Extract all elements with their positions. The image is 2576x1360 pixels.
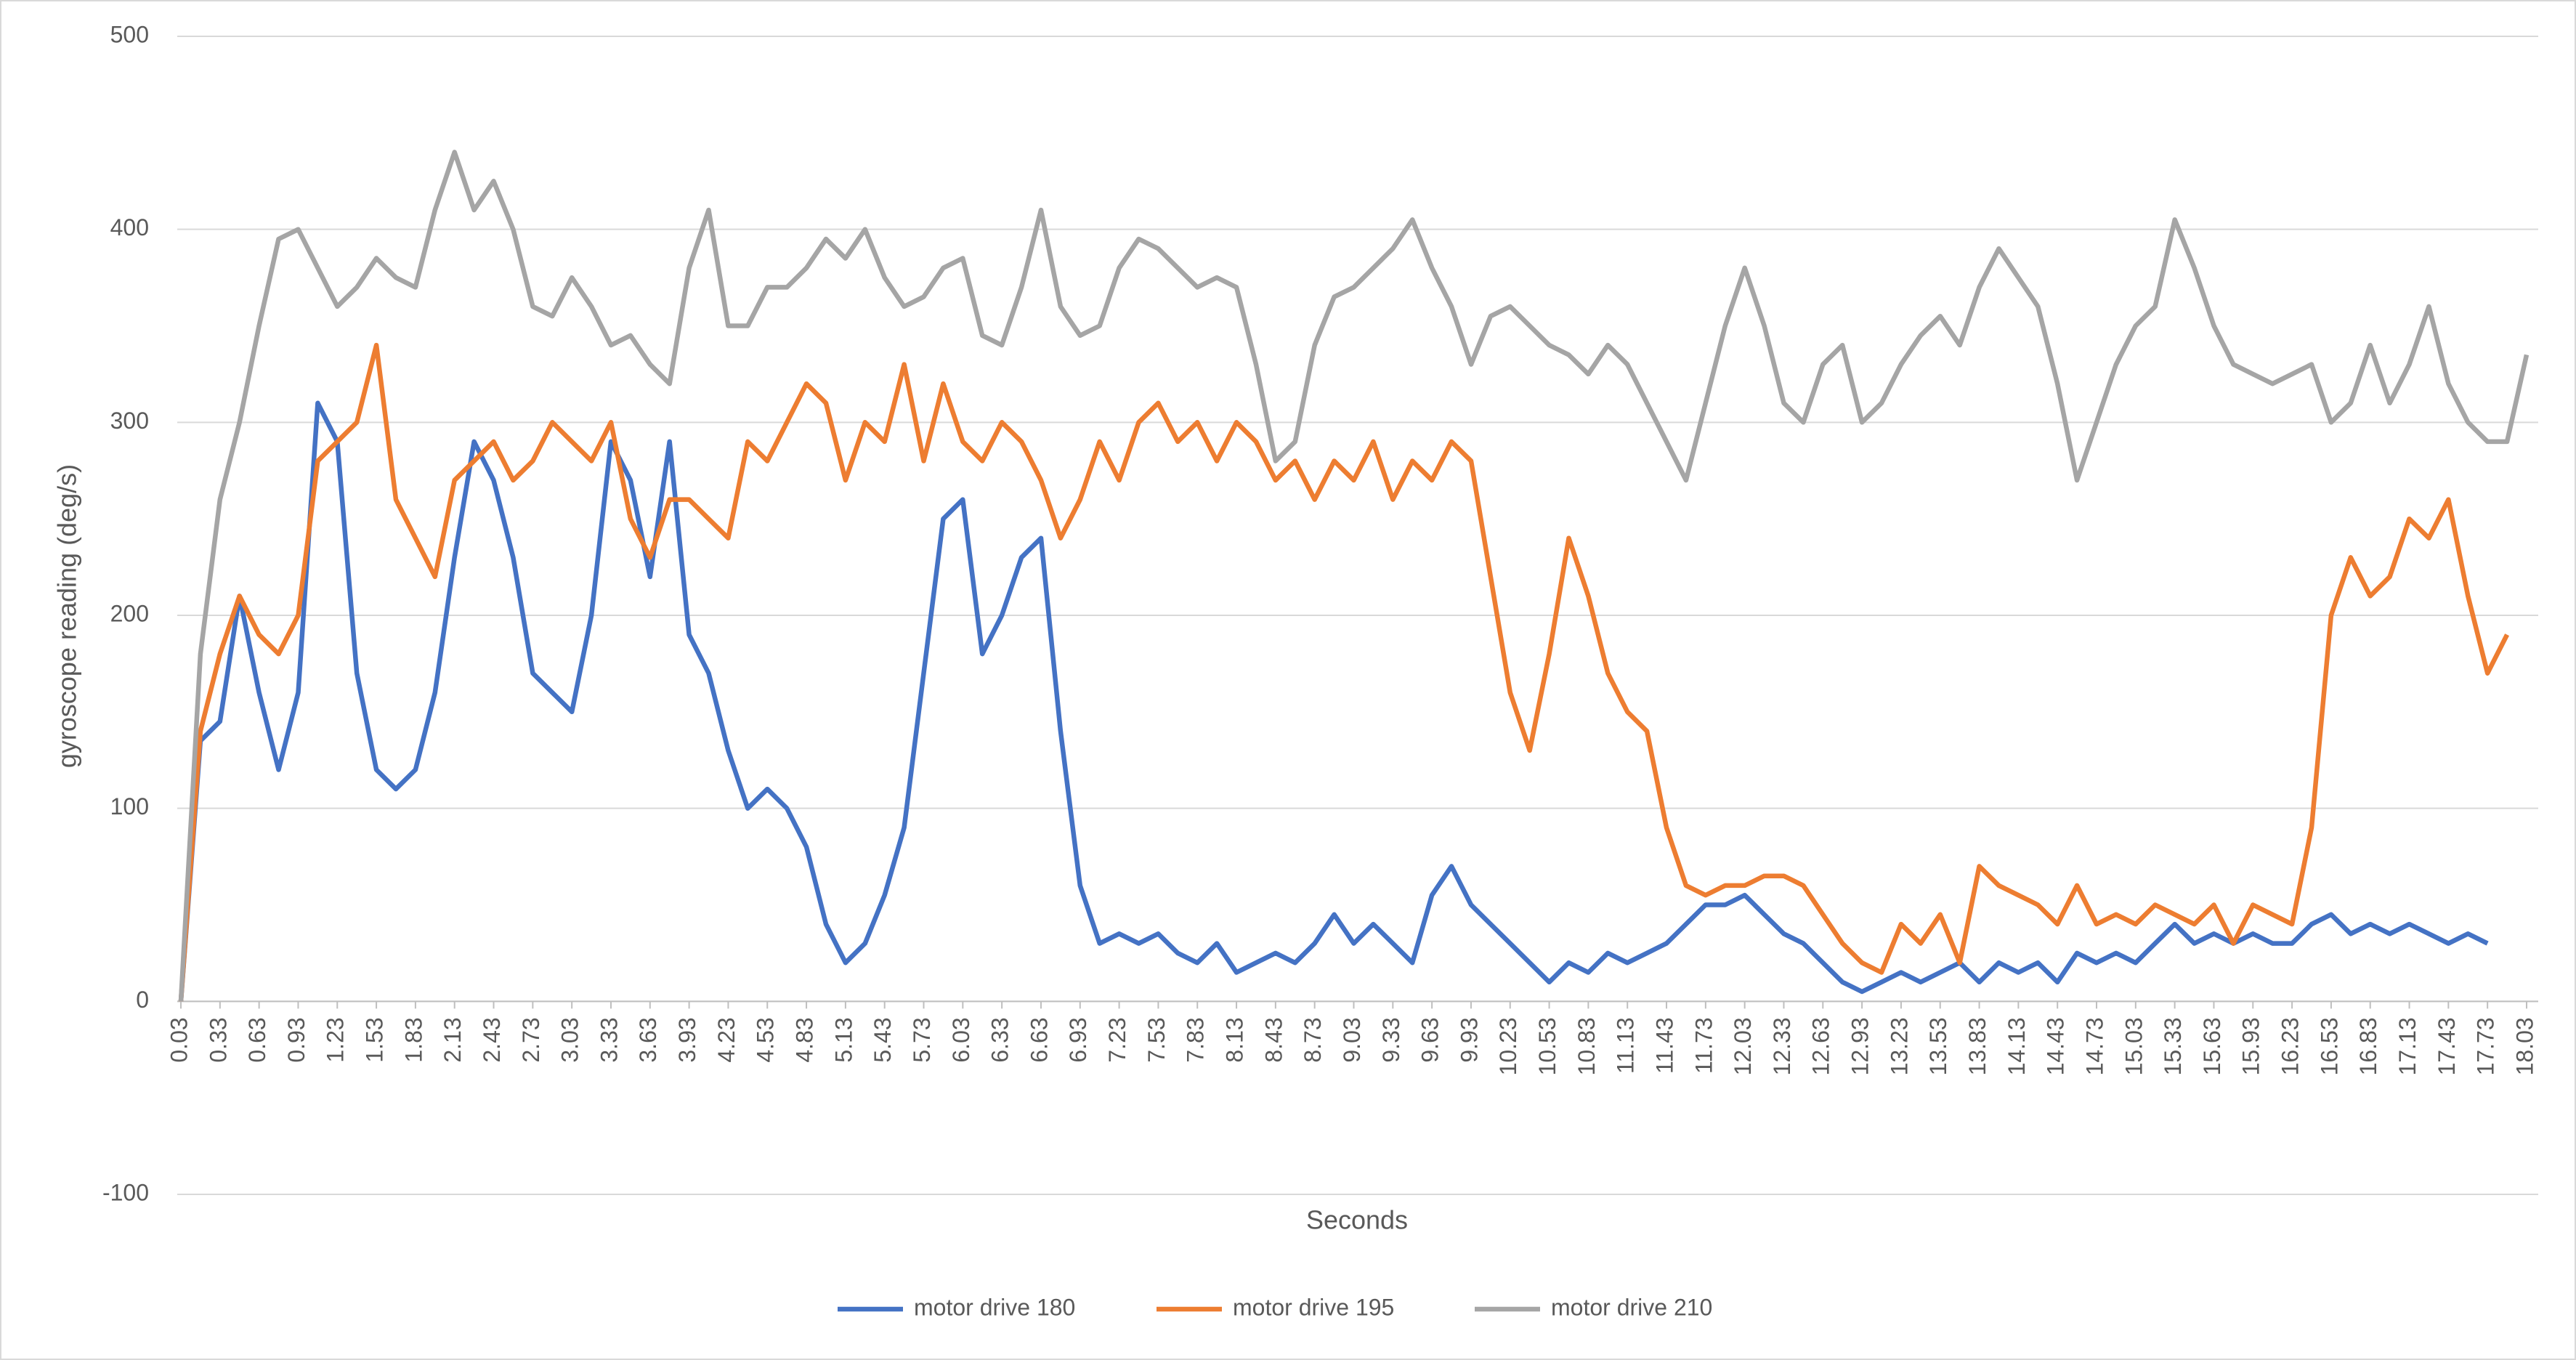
series-line xyxy=(178,400,2489,1002)
x-tick-label: 12.03 xyxy=(1730,1017,1756,1075)
y-tick-label: 200 xyxy=(110,600,149,626)
x-tick-label: 9.63 xyxy=(1417,1017,1443,1062)
x-tick-label: 17.43 xyxy=(2434,1017,2460,1075)
y-tick-label: 0 xyxy=(136,987,149,1013)
series-line xyxy=(178,150,2530,1002)
x-tick-label: 14.43 xyxy=(2043,1017,2069,1075)
x-tick-label: 1.53 xyxy=(362,1017,388,1062)
x-tick-label: 1.83 xyxy=(400,1017,426,1062)
x-tick-label: 15.03 xyxy=(2121,1017,2147,1075)
x-tick-label: 14.13 xyxy=(2004,1017,2030,1075)
x-tick-label: 6.33 xyxy=(987,1017,1013,1062)
x-tick-label: 9.33 xyxy=(1378,1017,1404,1062)
x-tick-label: 11.13 xyxy=(1613,1017,1639,1074)
x-tick-label: 3.93 xyxy=(674,1017,700,1062)
x-tick-label: 10.53 xyxy=(1534,1017,1560,1075)
x-tick-label: 18.03 xyxy=(2511,1017,2537,1075)
x-tick-label: 5.43 xyxy=(870,1017,896,1062)
x-tick-label: 10.83 xyxy=(1573,1017,1600,1075)
x-tick-label: 1.23 xyxy=(323,1017,349,1062)
x-tick-label: 0.03 xyxy=(166,1017,192,1062)
x-tick-label: 2.43 xyxy=(479,1017,505,1062)
y-tick-label: 100 xyxy=(110,793,149,819)
x-tick-label: 6.93 xyxy=(1065,1017,1091,1062)
y-axis-title: gyroscope reading (deg/s) xyxy=(52,464,82,768)
x-tick-label: 16.83 xyxy=(2355,1017,2381,1075)
x-tick-label: 7.83 xyxy=(1183,1017,1209,1062)
legend-label: motor drive 180 xyxy=(914,1294,1075,1320)
x-tick-label: 0.33 xyxy=(205,1017,231,1062)
x-tick-label: 15.33 xyxy=(2160,1017,2186,1075)
x-tick-label: 17.13 xyxy=(2394,1017,2421,1075)
x-tick-label: 3.33 xyxy=(596,1017,622,1062)
x-tick-label: 15.63 xyxy=(2199,1017,2225,1075)
x-tick-label: 2.13 xyxy=(440,1017,466,1062)
x-tick-label: 10.23 xyxy=(1495,1017,1521,1075)
x-tick-label: 12.93 xyxy=(1847,1017,1874,1075)
x-tick-label: 5.73 xyxy=(909,1017,935,1062)
legend-label: motor drive 195 xyxy=(1233,1294,1394,1320)
x-tick-label: 11.73 xyxy=(1690,1017,1717,1074)
x-tick-label: 9.03 xyxy=(1339,1017,1365,1062)
x-tick-label: 8.13 xyxy=(1222,1017,1248,1062)
x-tick-label: 8.73 xyxy=(1300,1017,1326,1062)
x-tick-label: 16.53 xyxy=(2316,1017,2342,1075)
x-tick-label: 13.83 xyxy=(1964,1017,1990,1075)
x-tick-label: 5.13 xyxy=(830,1017,856,1062)
x-tick-label: 4.53 xyxy=(753,1017,779,1062)
y-tick-label: 400 xyxy=(110,214,149,240)
x-tick-label: 12.33 xyxy=(1769,1017,1795,1075)
x-tick-label: 3.03 xyxy=(557,1017,583,1062)
x-tick-label: 3.63 xyxy=(635,1017,661,1062)
y-tick-label: 500 xyxy=(110,21,149,47)
x-tick-label: 0.93 xyxy=(283,1017,309,1062)
x-tick-label: 16.23 xyxy=(2277,1017,2304,1075)
x-tick-label: 13.23 xyxy=(1886,1017,1912,1075)
x-tick-label: 4.83 xyxy=(792,1017,818,1062)
x-tick-label: 6.63 xyxy=(1026,1017,1052,1062)
y-tick-label: 300 xyxy=(110,408,149,434)
x-tick-label: 12.63 xyxy=(1808,1017,1834,1075)
x-tick-label: 6.03 xyxy=(948,1017,974,1062)
legend-label: motor drive 210 xyxy=(1551,1294,1712,1320)
x-axis-title: Seconds xyxy=(1306,1205,1408,1235)
x-tick-label: 0.63 xyxy=(244,1017,270,1062)
series-line xyxy=(178,342,2509,1002)
x-tick-label: 17.73 xyxy=(2473,1017,2499,1075)
x-tick-label: 2.73 xyxy=(518,1017,544,1062)
x-tick-label: 9.93 xyxy=(1456,1017,1482,1062)
x-tick-label: 4.23 xyxy=(713,1017,740,1062)
y-tick-label: -100 xyxy=(102,1179,149,1205)
x-tick-label: 7.23 xyxy=(1104,1017,1130,1062)
x-tick-label: 8.43 xyxy=(1260,1017,1287,1062)
x-tick-label: 15.93 xyxy=(2238,1017,2264,1075)
x-tick-label: 7.53 xyxy=(1143,1017,1170,1062)
x-tick-label: 14.73 xyxy=(2081,1017,2107,1075)
x-tick-label: 11.43 xyxy=(1651,1017,1677,1074)
x-tick-label: 13.53 xyxy=(1925,1017,1951,1075)
